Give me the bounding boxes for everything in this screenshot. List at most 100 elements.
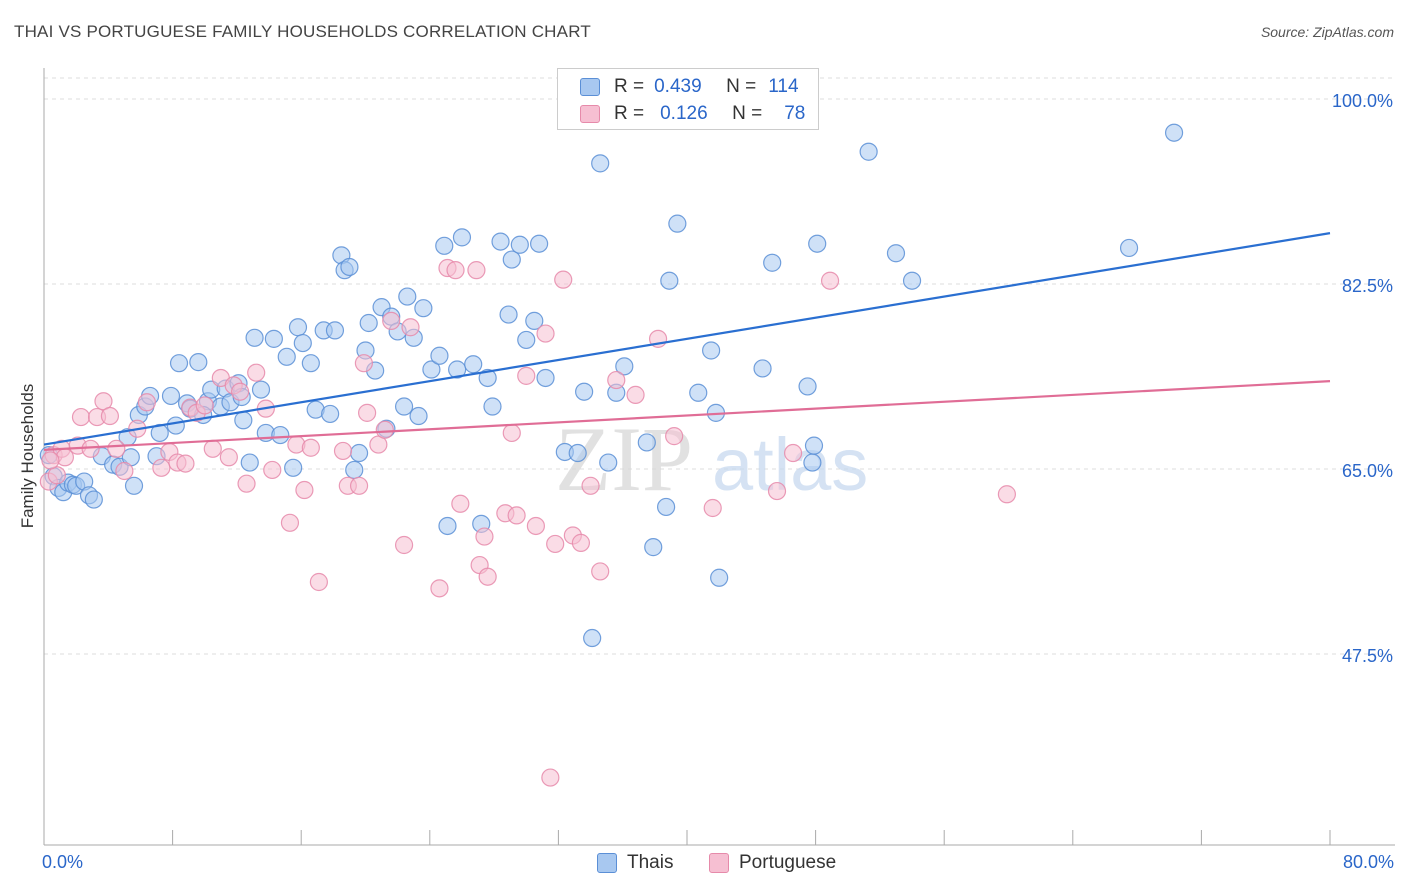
thais-point [169,354,189,373]
thais-point [660,271,679,290]
portuguese-trend-line [43,380,1331,451]
grid-lines [44,77,1395,655]
legend-label-portuguese: Portuguese [739,852,837,873]
watermark-atlas: atlas [712,423,868,506]
thais-point [510,235,529,254]
thais-point [340,257,359,277]
r-label: R = [614,103,645,124]
thais-point [808,234,827,253]
legend-label-thais: Thais [627,852,674,873]
n-label: N = [726,76,757,97]
thais-point [414,299,433,318]
thais-point [245,328,264,347]
thais-point [568,443,587,463]
portuguese-point [263,460,282,480]
thais-point [637,433,656,452]
r-label: R = [614,76,645,97]
portuguese-point [219,448,238,467]
thais-point [591,154,610,173]
legend-item-portuguese[interactable]: Portuguese [709,852,836,874]
thais-point [189,353,208,372]
thais-point [763,253,782,272]
portuguese-point [767,481,787,501]
thais-point [499,305,518,324]
trend-lines [43,232,1331,451]
y-tick-label: 65.0% [1342,461,1393,481]
thais-point [409,406,428,426]
thais-point [657,497,676,517]
thais-point [798,377,817,396]
portuguese-point [333,441,353,461]
portuguese-point [137,393,156,412]
thais-point [448,360,467,379]
portuguese-point [41,451,60,470]
thais-point [1164,123,1184,142]
portuguese-point [195,396,214,415]
thais-point [277,347,296,366]
thais-point [702,341,721,360]
r-value: 0.126 [660,103,708,124]
thais-point [394,397,414,416]
portuguese-point [607,370,626,390]
thais-point [284,458,303,477]
portuguese-point [626,385,645,404]
portuguese-point [507,506,526,525]
portuguese-point [665,427,684,446]
thais-point [575,382,594,401]
thais-point [124,476,144,495]
portuguese-point [81,439,100,458]
series-legend: Thais Portuguese [0,852,1406,878]
portuguese-point [309,572,328,592]
portuguese-swatch [709,853,729,873]
thais-point [710,568,729,587]
legend-item-thais[interactable]: Thais [597,852,673,874]
portuguese-point [451,494,470,513]
y-tick-label: 47.5% [1342,646,1393,666]
thais-swatch [580,78,600,96]
thais-point [525,311,544,330]
portuguese-point [152,458,171,477]
thais-point [166,416,185,435]
y-tick-label: 82.5% [1342,276,1393,296]
x-tick-label-max: 80.0% [1342,852,1394,872]
r-value: 0.439 [654,76,702,97]
portuguese-point [176,454,195,473]
thais-point [161,386,181,406]
thais-point [1119,238,1139,258]
portuguese-point [358,403,377,422]
thais-point [668,214,687,233]
portuguese-point [382,311,401,330]
portuguese-point [517,366,536,385]
thais-point [536,368,555,388]
thais-point [271,425,290,445]
portuguese-point [581,476,600,495]
thais-point [615,357,634,376]
portuguese-point [71,407,91,427]
portuguese-point [783,443,803,463]
thais-point [804,436,824,455]
thais-point [288,318,308,337]
thais-point [753,359,772,378]
thais-point [359,313,378,333]
thais-point [251,380,271,399]
thais-point [430,346,449,365]
thais-point [438,516,457,536]
x-tick-label-min: 0.0% [42,852,84,872]
thais-point [435,236,454,255]
portuguese-point [475,527,494,546]
portuguese-point [526,516,545,536]
thais-point [452,228,472,247]
thais-point [293,333,312,353]
thais-point [689,383,708,402]
thais-point [325,321,345,340]
portuguese-point [301,438,320,457]
n-label: N = [732,103,763,124]
thais-point [886,244,906,263]
portuguese-point [401,318,420,337]
portuguese-point [997,485,1016,504]
thais-point [234,411,253,430]
portuguese-point [546,534,565,554]
thais-point [530,234,549,253]
y-tick-label: 100.0% [1332,91,1393,111]
